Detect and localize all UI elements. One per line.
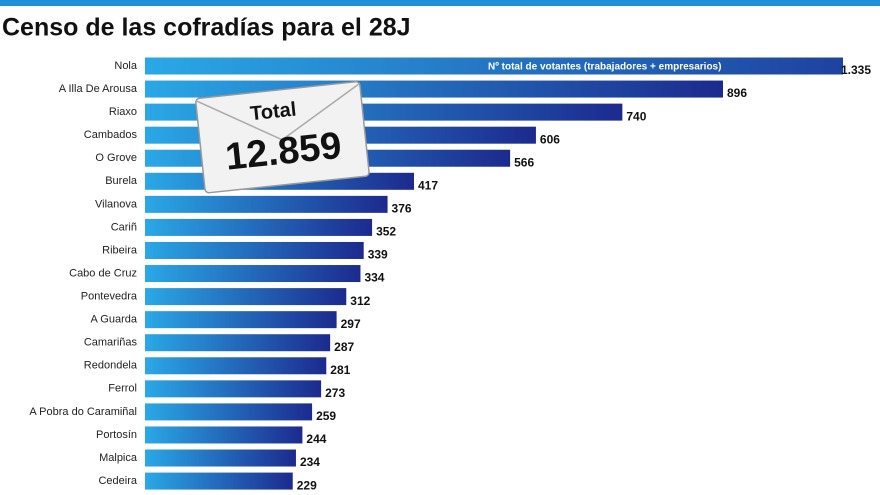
total-label: Total bbox=[249, 98, 297, 125]
envelope-body bbox=[195, 81, 370, 194]
value-label: 740 bbox=[626, 109, 646, 123]
y-tick-label: Redondela bbox=[84, 360, 138, 372]
bar bbox=[145, 472, 293, 490]
top-strip bbox=[0, 0, 880, 6]
value-label: 352 bbox=[376, 225, 396, 239]
envelope: Total 12.859 bbox=[195, 81, 370, 194]
value-label: 281 bbox=[330, 363, 350, 377]
value-label: 606 bbox=[540, 132, 560, 146]
y-tick-label: Ferrol bbox=[108, 383, 137, 395]
value-label: 339 bbox=[368, 248, 388, 262]
value-label: 259 bbox=[316, 409, 336, 423]
y-tick-label: Cabo de Cruz bbox=[69, 267, 137, 279]
bar bbox=[145, 288, 347, 306]
bar bbox=[145, 403, 313, 421]
legend-label: Nº total de votantes (trabajadores + emp… bbox=[488, 62, 721, 73]
y-tick-label: Burela bbox=[105, 175, 138, 187]
value-label: 312 bbox=[350, 294, 370, 308]
bar bbox=[145, 218, 373, 236]
y-tick-label: Vilanova bbox=[95, 198, 138, 210]
bar bbox=[145, 426, 303, 444]
y-tick-label: A Illa De Arousa bbox=[59, 83, 138, 95]
bar bbox=[145, 311, 337, 329]
y-tick-label: Pontevedra bbox=[81, 291, 138, 303]
y-tick-label: Portosín bbox=[96, 429, 137, 441]
bar bbox=[145, 241, 364, 259]
y-tick-label: Malpica bbox=[99, 452, 138, 464]
bar bbox=[145, 334, 331, 352]
value-label: 334 bbox=[364, 271, 384, 285]
bar bbox=[145, 265, 361, 283]
envelope-flap bbox=[195, 82, 361, 141]
value-label: 244 bbox=[306, 432, 326, 446]
value-label: 896 bbox=[727, 86, 747, 100]
value-label: 273 bbox=[325, 386, 345, 400]
y-tick-label: A Pobra do Caramiñal bbox=[29, 406, 137, 418]
bar bbox=[145, 57, 843, 75]
value-label: 229 bbox=[297, 478, 317, 492]
y-tick-label: Cedeira bbox=[98, 475, 137, 487]
value-label: 287 bbox=[334, 340, 354, 354]
bar bbox=[145, 449, 296, 467]
value-label: 376 bbox=[392, 202, 412, 216]
bar bbox=[145, 380, 322, 398]
y-tick-label: Riaxo bbox=[109, 106, 137, 118]
value-label: 234 bbox=[300, 455, 320, 469]
value-label: 417 bbox=[418, 178, 438, 192]
y-tick-label: Ribeira bbox=[102, 244, 138, 256]
value-label: 297 bbox=[341, 317, 361, 331]
y-tick-label: O Grove bbox=[95, 152, 137, 164]
y-tick-label: Camariñas bbox=[84, 337, 138, 349]
chart-title: Censo de las cofradías para el 28J bbox=[2, 14, 411, 42]
bar bbox=[145, 195, 388, 213]
y-tick-label: Cariñ bbox=[111, 221, 137, 233]
y-tick-label: Cambados bbox=[84, 129, 138, 141]
value-label: 1.335 bbox=[841, 63, 871, 77]
y-tick-label: Nola bbox=[114, 60, 138, 72]
value-label: 566 bbox=[514, 155, 534, 169]
bar bbox=[145, 357, 327, 375]
y-tick-label: A Guarda bbox=[91, 314, 138, 326]
